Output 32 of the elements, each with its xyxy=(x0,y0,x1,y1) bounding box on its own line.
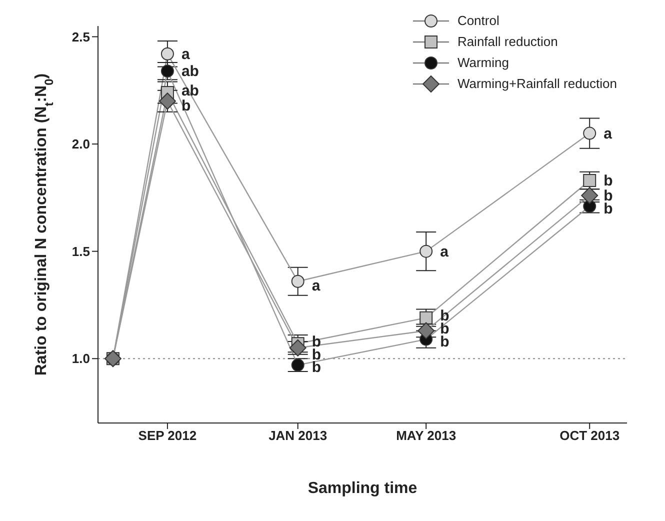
y-tick-label: 2.5 xyxy=(72,29,90,44)
point xyxy=(291,274,304,288)
point xyxy=(420,311,433,324)
annotation: b xyxy=(604,172,613,190)
point xyxy=(160,64,174,78)
x-tick-label: JAN 2013 xyxy=(268,428,328,444)
point xyxy=(291,358,304,372)
annotation: a xyxy=(604,125,613,142)
point xyxy=(583,174,596,188)
x-tick-label: SEP 2012 xyxy=(138,428,197,444)
x-tick-label: OCT 2013 xyxy=(560,428,620,444)
point xyxy=(160,47,174,60)
x-axis-title: Sampling time xyxy=(308,480,418,497)
legend-label: Warming xyxy=(457,55,509,70)
annotation: b xyxy=(312,359,322,376)
annotation: a xyxy=(440,243,450,260)
y-tick-label: 2.0 xyxy=(72,136,90,152)
point xyxy=(420,244,433,258)
annotation: b xyxy=(440,333,450,350)
annotation: a xyxy=(181,46,190,63)
legend-label: Warming+Rainfall reduction xyxy=(457,76,617,91)
point xyxy=(583,126,596,140)
y-tick-label: 1.0 xyxy=(72,351,90,366)
annotation: ab xyxy=(181,82,199,100)
legend-label: Rainfall reduction xyxy=(457,34,558,49)
y-tick-label: 1.5 xyxy=(72,244,90,259)
x-tick-label: MAY 2013 xyxy=(396,428,456,444)
annotation: b xyxy=(181,97,191,114)
annotation: a xyxy=(312,278,321,295)
legend-label: Control xyxy=(457,13,500,28)
annotation: b xyxy=(604,200,613,218)
annotation: ab xyxy=(181,63,199,80)
